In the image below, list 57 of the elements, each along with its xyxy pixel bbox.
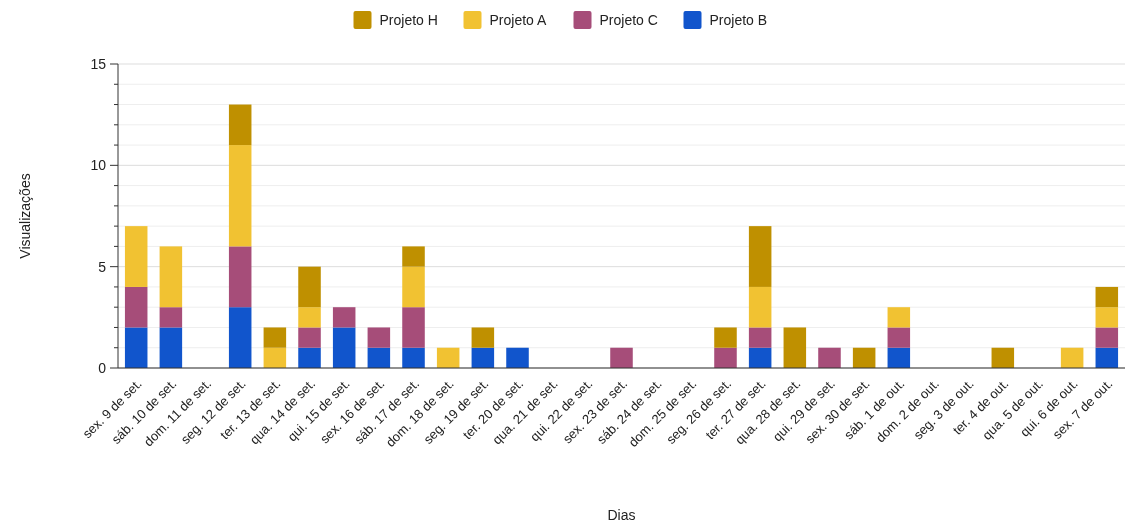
legend-label: Projeto H [379, 11, 438, 28]
bar [159, 246, 183, 308]
bar [748, 286, 772, 328]
bar [298, 347, 321, 368]
bar [887, 347, 911, 368]
bar [332, 307, 356, 328]
bar [991, 347, 1015, 368]
bar [367, 347, 391, 368]
bar [852, 347, 876, 368]
bar [436, 347, 460, 368]
bar [124, 226, 148, 287]
bar [263, 327, 287, 348]
legend-label: Projeto B [709, 11, 768, 28]
bar [748, 327, 772, 348]
y-tick-label: 5 [98, 258, 107, 275]
bar [887, 307, 911, 328]
bar [506, 347, 529, 368]
bar [124, 286, 148, 328]
y-axis-title: Visualizações [17, 173, 33, 259]
bar [159, 307, 183, 328]
bar [402, 307, 425, 348]
bar [159, 327, 183, 368]
bar [1095, 307, 1119, 328]
bar [298, 307, 321, 328]
bar [887, 327, 911, 348]
y-tick-label: 10 [90, 157, 107, 174]
bar [471, 347, 495, 368]
bar [1095, 327, 1119, 348]
bar [1060, 347, 1084, 368]
bar [332, 327, 356, 368]
legend-label: Projeto C [599, 11, 658, 28]
bar [402, 246, 425, 267]
bar [228, 307, 252, 368]
bar [402, 347, 425, 368]
bar [714, 347, 737, 368]
x-axis-title: Dias [607, 507, 636, 523]
y-tick-label: 15 [90, 55, 107, 72]
bar [263, 347, 287, 368]
bar [402, 266, 425, 308]
bar [298, 266, 321, 308]
bar [124, 327, 148, 368]
bar [1095, 286, 1119, 308]
bar [1095, 347, 1119, 368]
bar [610, 347, 633, 368]
bar [367, 327, 391, 348]
bar [714, 327, 737, 348]
bar [748, 347, 772, 368]
legend-label: Projeto A [489, 11, 547, 28]
bar [783, 327, 807, 368]
bar [471, 327, 495, 348]
y-tick-label: 0 [98, 359, 107, 376]
bar [748, 226, 772, 287]
bar [298, 327, 321, 348]
bar [818, 347, 841, 368]
bar [228, 246, 252, 308]
bar [228, 104, 252, 146]
bar [228, 145, 252, 247]
